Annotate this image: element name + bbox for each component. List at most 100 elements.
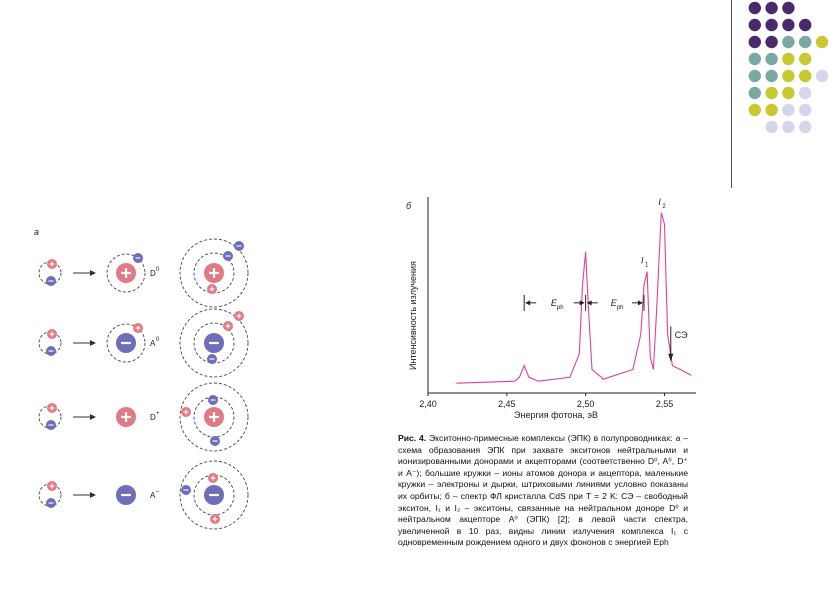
negative-charge-icon <box>204 333 224 353</box>
arrow-left-icon <box>525 300 531 306</box>
decor-dot <box>815 69 829 83</box>
negative-charge-icon <box>46 346 56 356</box>
ion-label: D <box>150 413 156 422</box>
decor-dot <box>748 18 761 32</box>
arrow-head-icon <box>90 492 96 498</box>
ion-label: D <box>150 269 156 278</box>
decor-dot <box>782 69 795 83</box>
exciton-complex-schemes: D 0A 0D +A – <box>38 238 249 530</box>
decor-dot <box>799 18 812 32</box>
decor-dot <box>765 103 778 117</box>
decor-dot <box>782 52 795 66</box>
positive-charge-icon <box>47 481 57 491</box>
decor-dot <box>799 52 812 66</box>
x-tick-label: 2,50 <box>577 399 595 409</box>
i2-label-sub: 2 <box>662 204 666 210</box>
positive-charge-icon <box>47 329 57 339</box>
figure-a-label: а <box>34 227 40 237</box>
decorative-dot-grid <box>748 1 829 134</box>
positive-charge-icon <box>223 321 233 331</box>
negative-charge-icon <box>133 253 143 263</box>
i1-label: I <box>641 256 644 266</box>
negative-charge-icon <box>46 498 56 508</box>
arrow-down-icon <box>668 353 674 362</box>
decor-dot <box>765 52 778 66</box>
ion-label-sup: 0 <box>156 337 160 343</box>
negative-charge-icon <box>116 485 136 505</box>
decor-dot <box>765 18 778 32</box>
decor-dot <box>799 120 812 134</box>
y-axis-label: Интенсивность излучения <box>408 261 418 370</box>
decor-dot <box>782 35 795 49</box>
decor-dot <box>799 35 812 49</box>
decor-dot <box>799 103 812 117</box>
eph-label: E <box>551 298 558 308</box>
eph-label-sub: ph <box>617 305 624 311</box>
decor-dot <box>782 120 795 134</box>
decor-dot <box>815 35 829 49</box>
spectrum-line <box>456 212 692 384</box>
ion-label-sup: + <box>156 411 160 417</box>
positive-charge-icon <box>234 311 244 321</box>
negative-charge-icon <box>208 395 218 405</box>
figure-a-diagram: а D 0 A 0 D + A – <box>28 225 288 605</box>
decor-dot <box>782 1 795 15</box>
eph-label: E <box>611 298 618 308</box>
figure-b-spectrum: б Интенсивность излучения Энергия фотона… <box>396 185 716 425</box>
positive-charge-icon <box>116 263 136 283</box>
orbit-dashed <box>179 382 249 452</box>
decor-dot <box>765 35 778 49</box>
positive-charge-icon <box>204 407 224 427</box>
arrow-left-icon <box>586 300 592 306</box>
figure-caption: Рис. 4. Экситонно-примесные комплексы (Э… <box>398 433 688 549</box>
decor-dot <box>748 69 761 83</box>
negative-charge-icon <box>116 333 136 353</box>
photoluminescence-spectrum-chart: б Интенсивность излучения Энергия фотона… <box>406 197 696 420</box>
positive-charge-icon <box>207 284 217 294</box>
decor-dot <box>765 69 778 83</box>
orbit-dashed <box>179 460 249 530</box>
positive-charge-icon <box>47 403 57 413</box>
arrow-head-icon <box>90 340 96 346</box>
decor-dot <box>765 1 778 15</box>
negative-charge-icon <box>204 485 224 505</box>
figure-b-label: б <box>406 201 412 211</box>
positive-charge-icon <box>181 407 191 417</box>
decor-dot <box>799 69 812 83</box>
arrow-head-icon <box>90 414 96 420</box>
negative-charge-icon <box>234 241 244 251</box>
decor-dot <box>782 103 795 117</box>
decor-dot <box>748 52 761 66</box>
positive-charge-icon <box>116 407 136 427</box>
caption-figure-number: Рис. 4. <box>398 433 427 443</box>
eph-label-sub: ph <box>557 305 564 311</box>
decor-dot <box>782 18 795 32</box>
positive-charge-icon <box>204 263 224 283</box>
x-axis-label: Энергия фотона, эВ <box>514 410 598 420</box>
decor-dot <box>748 1 761 15</box>
decor-dot <box>748 103 761 117</box>
negative-charge-icon <box>46 276 56 286</box>
ce-label: СЭ <box>675 330 688 340</box>
negative-charge-icon <box>181 485 191 495</box>
ion-label-sup: – <box>156 489 160 495</box>
negative-charge-icon <box>46 420 56 430</box>
positive-charge-icon <box>210 514 220 524</box>
decor-dot <box>782 86 795 100</box>
positive-charge-icon <box>133 323 143 333</box>
negative-charge-icon <box>210 436 220 446</box>
ion-label: A <box>150 339 156 348</box>
orbit-dashed <box>179 308 249 378</box>
decor-dot <box>799 86 812 100</box>
orbit-dashed <box>179 238 249 308</box>
positive-charge-icon <box>47 259 57 269</box>
decor-dot <box>765 120 778 134</box>
ion-label-sup: 0 <box>156 267 160 273</box>
decor-dot <box>748 35 761 49</box>
x-tick-label: 2,40 <box>419 399 437 409</box>
negative-charge-icon <box>223 251 233 261</box>
x-tick-label: 2,45 <box>498 399 516 409</box>
caption-text: Экситонно-примесные комплексы (ЭПК) в по… <box>398 433 688 548</box>
i1-label-sub: 1 <box>645 263 649 269</box>
arrow-right-icon <box>579 300 585 306</box>
